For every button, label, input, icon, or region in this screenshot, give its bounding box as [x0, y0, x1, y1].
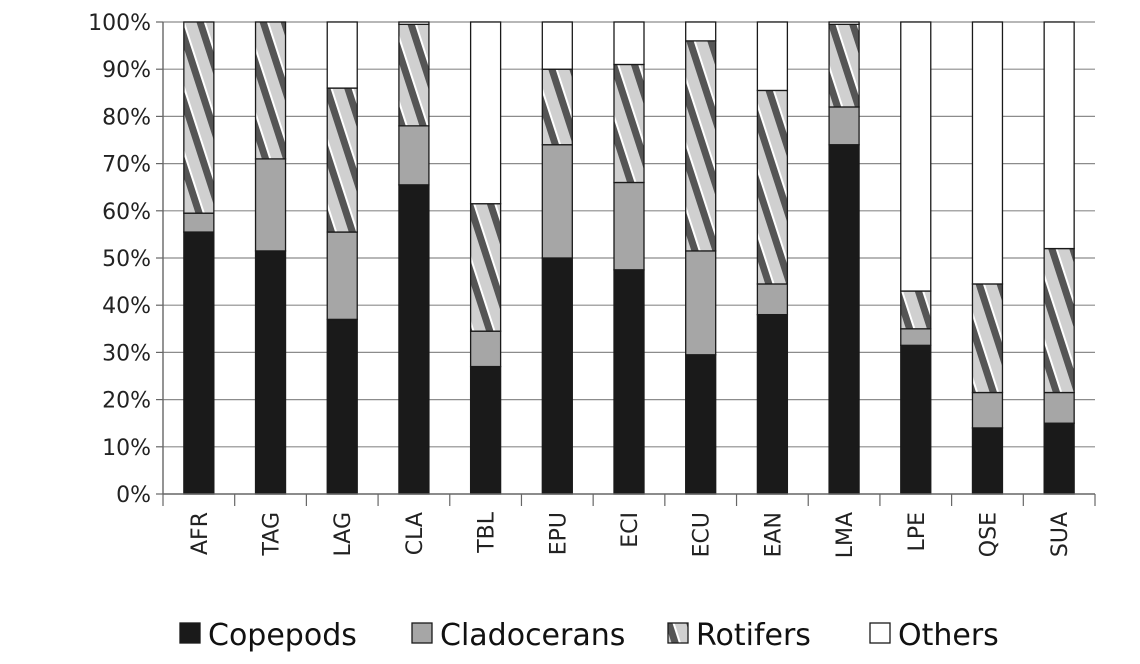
y-tick-labels: 0% 10% 20% 30% 40% 50% 60% 70% 80% 90% 100% [88, 11, 151, 508]
bar-segment-cladocerans [971, 391, 1004, 429]
bar-segment-cladocerans [254, 158, 287, 252]
y-tick-label: 90% [102, 58, 151, 83]
bar-segment-others [469, 21, 502, 205]
bar-segment-copepods [254, 250, 287, 495]
bar-segment-cladocerans [685, 250, 717, 356]
bar-segment-copepods [900, 344, 932, 495]
bar-segment-others [398, 21, 430, 26]
bar-segment-rotifers [756, 89, 789, 285]
x-tick-label: CLA [403, 512, 428, 555]
legend-swatch-others [869, 622, 891, 644]
legend-label-rotifers: Rotifers [696, 618, 811, 653]
bar-segment-rotifers [183, 21, 215, 214]
bar-segment-others [756, 21, 789, 92]
bar-segment-rotifers [398, 23, 430, 127]
x-tick-label: ECU [690, 512, 715, 557]
bars [183, 21, 1075, 495]
bar-segment-copepods [756, 313, 789, 495]
bar-segment-copepods [541, 257, 573, 495]
legend-label-cladocerans: Cladocerans [440, 618, 625, 653]
bar-segment-rotifers [254, 21, 287, 160]
bar-segment-cladocerans [1043, 391, 1075, 424]
bar-segment-cladocerans [541, 144, 573, 259]
bar-segment-rotifers [1043, 247, 1075, 394]
bar-segment-cladocerans [828, 106, 860, 146]
x-tick-label: AFR [188, 512, 213, 555]
bar-segment-others [971, 21, 1004, 285]
bar-segment-others [326, 21, 358, 89]
x-tick-label: QSE [976, 512, 1001, 557]
y-tick-label: 80% [102, 105, 151, 130]
bar-segment-cladocerans [469, 330, 502, 368]
legend: Copepods Cladocerans Rotifers Others [179, 618, 999, 653]
y-tick-label: 50% [102, 247, 151, 272]
bar-segment-copepods [183, 231, 215, 495]
y-tick-label: 100% [88, 11, 151, 36]
bar-segment-rotifers [541, 68, 573, 146]
legend-swatch-cladocerans [411, 622, 433, 644]
x-tick-label: EPU [546, 512, 571, 555]
x-tick-label: ECI [618, 512, 643, 548]
y-tick-label: 70% [102, 153, 151, 178]
bar-segment-rotifers [900, 290, 932, 330]
axes [156, 21, 1096, 506]
x-tick-label: EAN [761, 512, 786, 557]
bar-segment-copepods [469, 365, 502, 495]
bar-segment-others [613, 21, 645, 66]
x-tick-labels: AFR TAG LAG CLA TBL EPU ECI ECU EAN LMA LPE QSE SUA [188, 511, 1073, 558]
x-tick-label: LPE [905, 512, 930, 551]
legend-label-copepods: Copepods [208, 618, 357, 653]
bar-segment-cladocerans [398, 125, 430, 186]
y-tick-label: 10% [102, 436, 151, 461]
bar-segment-cladocerans [613, 181, 645, 271]
bar-segment-copepods [971, 427, 1004, 495]
y-tick-label: 40% [102, 294, 151, 319]
bar-segment-cladocerans [900, 328, 932, 346]
bar-segment-copepods [398, 184, 430, 495]
x-tick-label: TAG [260, 512, 285, 556]
bar-segment-rotifers [971, 283, 1004, 394]
bar-segment-others [900, 21, 932, 292]
bar-segment-others [1043, 21, 1075, 250]
bar-segment-copepods [613, 269, 645, 495]
bar-segment-copepods [326, 318, 358, 495]
bar-segment-others [828, 21, 860, 26]
bar-segment-cladocerans [183, 212, 215, 233]
bar-segment-rotifers [828, 23, 860, 108]
bar-segment-copepods [1043, 422, 1075, 495]
bar-segment-others [541, 21, 573, 70]
x-tick-label: SUA [1048, 512, 1073, 557]
legend-swatch-rotifers [667, 622, 689, 644]
y-tick-label: 0% [116, 483, 151, 508]
x-tick-label: LMA [833, 512, 858, 558]
bar-segment-cladocerans [326, 231, 358, 321]
bar-segment-copepods [685, 354, 717, 495]
bar-segment-others [685, 21, 717, 42]
bar-segment-rotifers [613, 63, 645, 184]
y-tick-label: 30% [102, 341, 151, 366]
legend-label-others: Others [898, 618, 999, 653]
bar-segment-rotifers [685, 40, 717, 252]
bar-segment-cladocerans [756, 283, 789, 316]
bar-segment-copepods [828, 144, 860, 495]
x-tick-label: TBL [475, 511, 500, 554]
legend-swatch-copepods [179, 622, 201, 644]
y-tick-label: 60% [102, 200, 151, 225]
bar-segment-rotifers [469, 203, 502, 332]
x-tick-label: LAG [331, 512, 356, 556]
bar-segment-rotifers [326, 87, 358, 233]
y-tick-label: 20% [102, 389, 151, 414]
